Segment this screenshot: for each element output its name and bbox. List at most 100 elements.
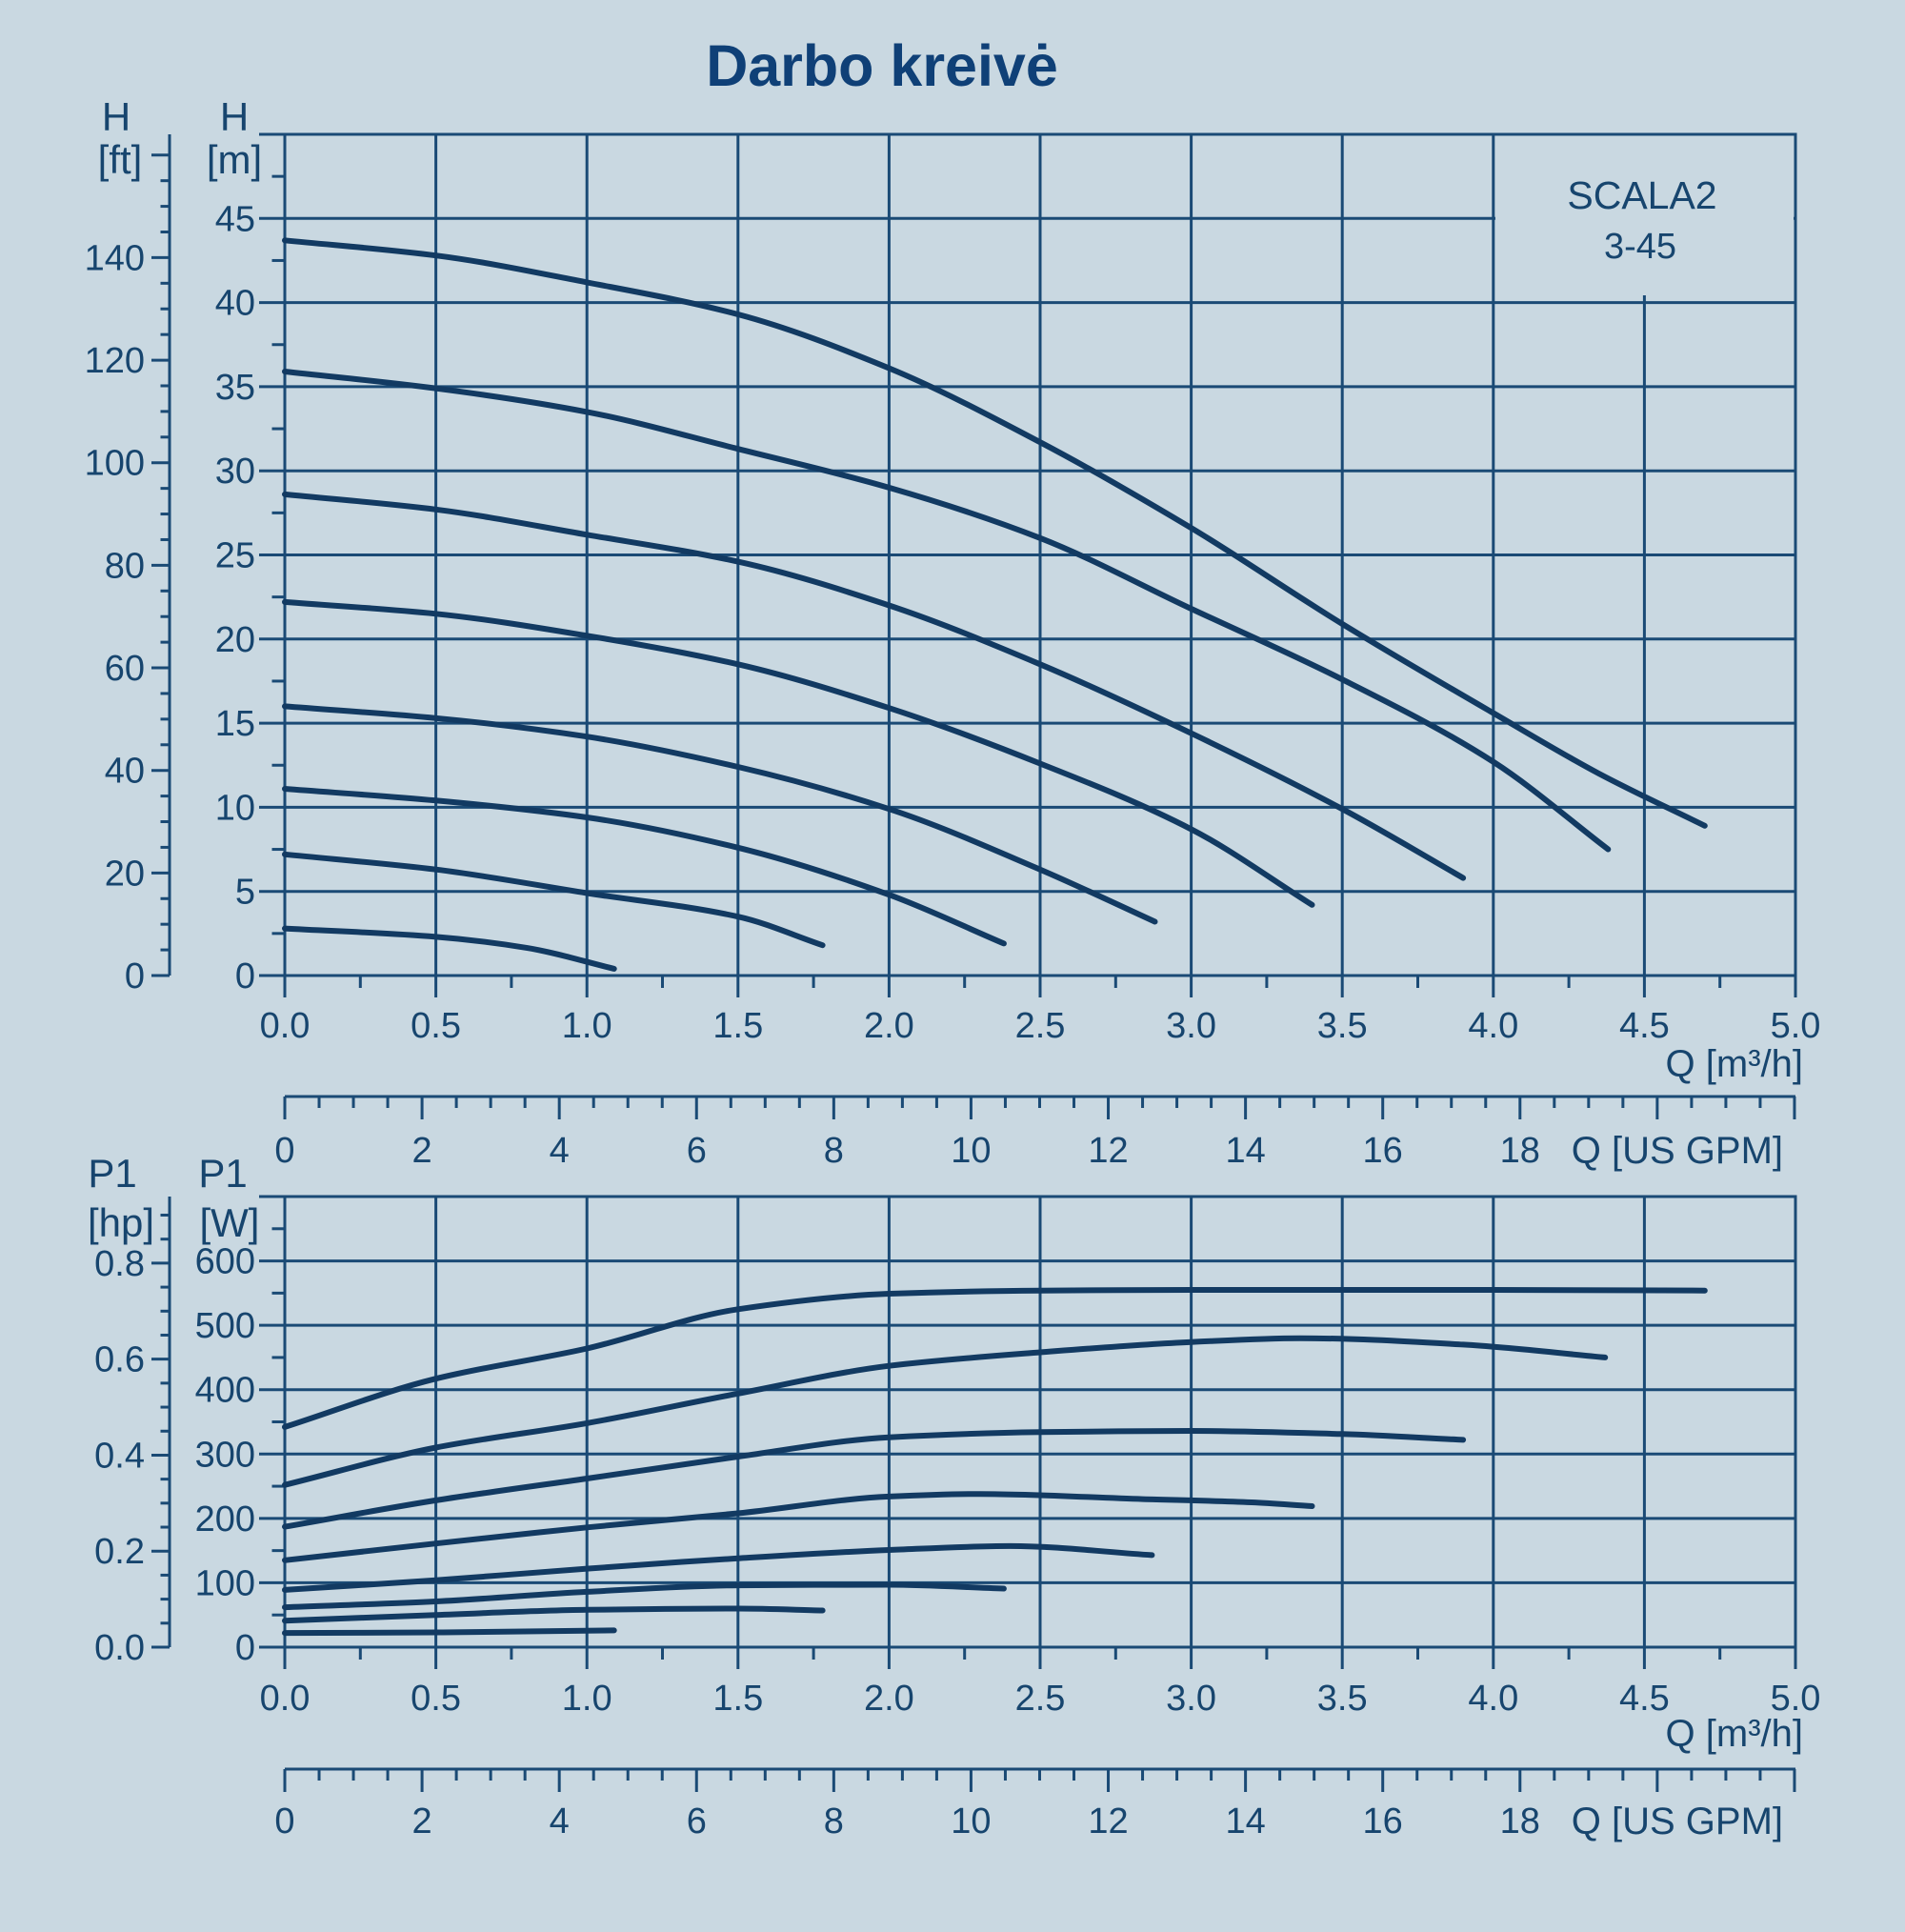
gpm-tick-label: 0 <box>274 1801 294 1841</box>
secondary-y-tick-label: 0.8 <box>94 1244 145 1284</box>
y-tick-label: 25 <box>215 536 255 576</box>
y-tick-label: 35 <box>215 368 255 408</box>
gpm-tick-label: 4 <box>550 1131 570 1171</box>
y-tick-label: 300 <box>195 1435 255 1475</box>
gpm-tick-label: 16 <box>1363 1131 1403 1171</box>
x-tick-label: 2.0 <box>864 1679 914 1719</box>
power-ticks <box>151 1195 1797 1669</box>
gpm-tick-label: 4 <box>550 1801 570 1841</box>
head-tick-labels: 0 5 10 15 20 25 30 35 40 45 0 20 40 60 80 100 120 140 0.0 0… <box>85 199 1821 1046</box>
x-tick-label: 0.0 <box>260 1679 311 1719</box>
secondary-y-tick-label: 80 <box>105 546 145 586</box>
x-tick-label: 2.5 <box>1015 1679 1066 1719</box>
x-tick-label: 4.5 <box>1619 1679 1670 1719</box>
power-tick-labels: 0 100 200 300 400 500 600 0.0 0.2 0.4 0.6 0.8 0.0 0.5… <box>94 1242 1820 1719</box>
x-tick-label: 3.0 <box>1166 1679 1216 1719</box>
gpm-tick-label: 6 <box>687 1131 707 1171</box>
power-curve-8 <box>282 1627 617 1637</box>
head-y1-name-label: H <box>220 94 249 139</box>
head-ticks <box>151 132 1797 997</box>
x-tick-label: 4.5 <box>1619 1006 1670 1046</box>
x-tick-label: 5.0 <box>1771 1679 1821 1719</box>
x-tick-label: 1.0 <box>562 1679 612 1719</box>
power-y2-unit-label: [hp] <box>88 1200 154 1245</box>
secondary-y-tick-label: 0.6 <box>94 1340 145 1380</box>
y-tick-label: 0 <box>235 1628 255 1668</box>
x-tick-label: 1.5 <box>712 1679 763 1719</box>
secondary-y-tick-label: 0.2 <box>94 1532 145 1572</box>
head-gpm-unit-label: Q [US GPM] <box>1572 1130 1783 1172</box>
head-curve-8 <box>282 925 617 972</box>
y-tick-label: 5 <box>235 873 255 913</box>
gpm-tick-label: 16 <box>1363 1801 1403 1841</box>
power-curve-4 <box>282 1491 1315 1563</box>
x-tick-label: 3.0 <box>1166 1006 1216 1046</box>
y-tick-label: 100 <box>195 1563 255 1603</box>
secondary-y-tick-label: 0 <box>125 956 145 996</box>
gpm-tick-label: 10 <box>951 1131 991 1171</box>
head-x-unit-label: Q [m³/h] <box>1666 1043 1803 1085</box>
head-curve-2 <box>282 369 1612 853</box>
y-tick-label: 10 <box>215 788 255 828</box>
page-title: Darbo kreivė <box>706 33 1058 98</box>
gpm-tick-label: 6 <box>687 1801 707 1841</box>
y-tick-label: 0 <box>235 956 255 996</box>
secondary-y-tick-label: 140 <box>85 238 145 278</box>
x-tick-label: 1.0 <box>562 1006 612 1046</box>
head-curve-6 <box>282 786 1007 947</box>
power-curve-2 <box>282 1335 1609 1488</box>
power-curves <box>282 1286 1708 1637</box>
power-y2-name-label: P1 <box>88 1151 136 1196</box>
head-y2-unit-label: [ft] <box>98 137 143 182</box>
x-tick-label: 4.0 <box>1468 1006 1518 1046</box>
y-tick-label: 600 <box>195 1242 255 1282</box>
gpm-tick-label: 10 <box>951 1801 991 1841</box>
gpm-tick-label: 8 <box>824 1131 844 1171</box>
secondary-y-tick-label: 100 <box>85 444 145 484</box>
secondary-y-tick-label: 120 <box>85 341 145 381</box>
secondary-y-tick-label: 0.0 <box>94 1628 145 1668</box>
power-grid <box>259 1197 1795 1647</box>
x-tick-label: 0.5 <box>411 1006 461 1046</box>
gpm-tick-label: 12 <box>1088 1131 1128 1171</box>
power-curve-1 <box>282 1286 1708 1430</box>
secondary-y-tick-label: 60 <box>105 649 145 689</box>
gpm-tick-label: 14 <box>1225 1131 1265 1171</box>
gpm-tick-label: 2 <box>412 1131 432 1171</box>
head-curve-7 <box>282 851 826 949</box>
power-x-unit-label: Q [m³/h] <box>1666 1713 1803 1755</box>
head-gpm-axis: 0 2 4 6 8 10 12 14 16 18 <box>274 1095 1796 1171</box>
head-curve-5 <box>282 703 1158 925</box>
x-tick-label: 4.0 <box>1468 1679 1518 1719</box>
x-tick-label: 5.0 <box>1771 1006 1821 1046</box>
y-tick-label: 45 <box>215 199 255 239</box>
y-tick-label: 400 <box>195 1371 255 1411</box>
power-gpm-unit-label: Q [US GPM] <box>1572 1801 1783 1842</box>
gpm-tick-label: 0 <box>274 1131 294 1171</box>
secondary-y-tick-label: 20 <box>105 854 145 894</box>
x-tick-label: 2.0 <box>864 1006 914 1046</box>
y-tick-label: 500 <box>195 1306 255 1346</box>
head-y2-name-label: H <box>102 94 130 139</box>
power-y1-name-label: P1 <box>198 1151 247 1196</box>
model-name-label: SCALA2 <box>1567 173 1716 217</box>
y-tick-label: 20 <box>215 620 255 660</box>
y-tick-label: 200 <box>195 1499 255 1540</box>
power-curve-3 <box>282 1427 1467 1530</box>
y-tick-label: 15 <box>215 704 255 744</box>
gpm-tick-label: 18 <box>1500 1801 1540 1841</box>
gpm-tick-label: 8 <box>824 1801 844 1841</box>
secondary-y-tick-label: 0.4 <box>94 1436 145 1476</box>
gpm-tick-label: 14 <box>1225 1801 1265 1841</box>
head-curve-4 <box>282 598 1315 908</box>
y-tick-label: 30 <box>215 452 255 492</box>
head-curve-1 <box>282 237 1708 829</box>
x-tick-label: 0.0 <box>260 1006 311 1046</box>
head-curves <box>282 237 1708 972</box>
x-tick-label: 0.5 <box>411 1679 461 1719</box>
